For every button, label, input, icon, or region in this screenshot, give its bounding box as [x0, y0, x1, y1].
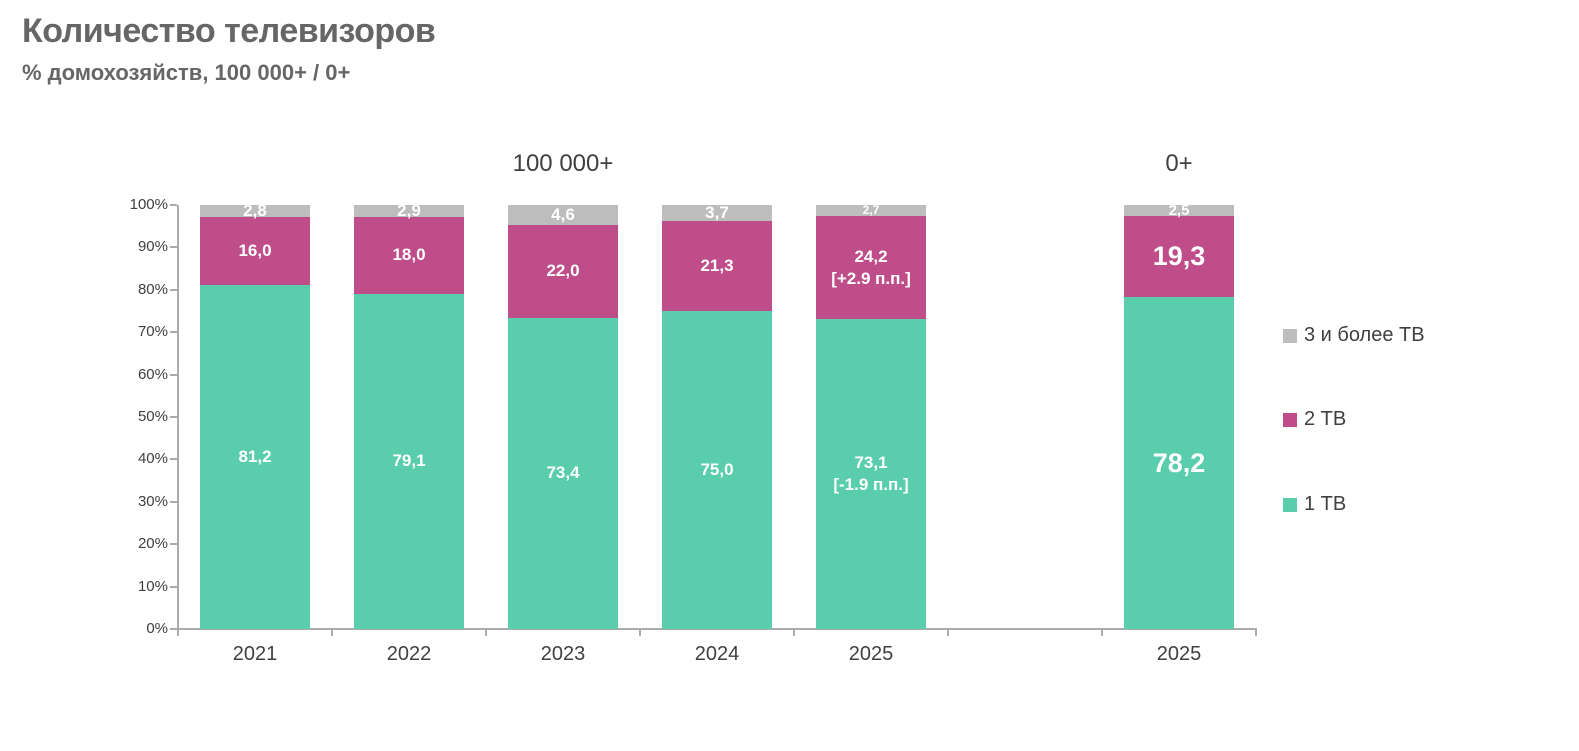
- y-axis-tick: [170, 331, 177, 334]
- bar-100000-2023-segment-1tv: [508, 317, 618, 629]
- legend-label: 2 ТВ: [1304, 408, 1347, 430]
- bar-0plus-2025-segment-2tv: [1124, 215, 1234, 298]
- x-axis-label-2025-0plus: 2025: [1156, 643, 1202, 665]
- x-axis-tick: [177, 629, 179, 636]
- bar-100000-2024-segment-3plus-tv: [662, 205, 772, 221]
- legend-item-2tv: 2 ТВ: [1283, 408, 1346, 431]
- x-axis-label-2021-100000: 2021: [232, 643, 278, 665]
- bar-0plus-2025-segment-3plus-tv: [1124, 205, 1234, 216]
- y-axis-tick: [170, 416, 177, 418]
- group-title-100000plus: 100 000+: [512, 150, 614, 177]
- bar-100000-2024-segment-2tv: [662, 220, 772, 311]
- x-axis-label-2022-100000: 2022: [386, 643, 432, 665]
- bar-100000-2025-segment-1tv: [816, 319, 926, 629]
- y-axis-label: 10%: [137, 577, 168, 595]
- legend-item-3plus-tv: 3 и более ТВ: [1283, 324, 1425, 347]
- chart-title: Количество телевизоров: [22, 12, 436, 50]
- y-axis-tick: [170, 373, 177, 376]
- y-axis-line: [177, 205, 179, 630]
- bar-100000-2023-segment-3plus-tv: [508, 205, 618, 225]
- y-axis-label: 50%: [137, 408, 168, 425]
- legend-item-1tv: 1 ТВ: [1283, 493, 1346, 516]
- legend-swatch: [1283, 497, 1297, 512]
- bar-100000-2025-segment-3plus-tv: [816, 205, 926, 217]
- y-axis-label: 20%: [137, 535, 168, 553]
- y-axis-tick: [170, 288, 177, 291]
- bar-0plus-2025-segment-1tv: [1124, 297, 1234, 629]
- y-axis-label: 60%: [137, 365, 168, 383]
- legend-swatch: [1283, 412, 1297, 427]
- bar-100000-2024-segment-1tv: [662, 311, 772, 629]
- x-axis-tick: [639, 629, 641, 636]
- y-axis-tick: [170, 543, 177, 546]
- x-axis-tick: [793, 629, 795, 636]
- bar-100000-2021-segment-3plus-tv: [200, 205, 310, 217]
- x-axis-label-2025-100000: 2025: [848, 643, 894, 665]
- y-axis-label: 40%: [137, 450, 168, 468]
- bar-100000-2021-segment-2tv: [200, 216, 310, 285]
- bar-100000-2022-segment-2tv: [354, 217, 464, 294]
- bar-100000-2022-segment-1tv: [354, 293, 464, 629]
- x-axis-tick: [1101, 629, 1103, 636]
- y-axis-tick: [170, 585, 177, 588]
- x-axis-tick: [947, 629, 949, 636]
- legend-label: 1 ТВ: [1304, 493, 1347, 515]
- group-title-0plus: 0+: [1165, 150, 1193, 177]
- y-axis-tick: [170, 204, 177, 206]
- chart-subtitle: % домохозяйств, 100 000+ / 0+: [22, 60, 351, 85]
- y-axis-label: 70%: [137, 323, 168, 341]
- x-axis-label-2023-100000: 2023: [540, 643, 586, 665]
- y-axis-label: 30%: [137, 492, 168, 510]
- bar-100000-2025-segment-2tv: [816, 216, 926, 320]
- x-axis-line: [177, 628, 1257, 630]
- bar-100000-2021-segment-1tv: [200, 284, 310, 629]
- legend-swatch: [1283, 328, 1297, 343]
- y-axis-label: 80%: [137, 280, 168, 298]
- y-axis-label: 90%: [137, 238, 168, 256]
- y-axis-tick: [170, 500, 177, 503]
- legend-label: 3 и более ТВ: [1304, 324, 1425, 346]
- x-axis-tick: [331, 629, 333, 636]
- bar-100000-2022-segment-3plus-tv: [354, 205, 464, 218]
- y-axis-tick: [170, 628, 177, 630]
- y-axis-tick: [170, 458, 177, 461]
- x-axis-label-2024-100000: 2024: [694, 643, 740, 665]
- y-axis-label: 0%: [146, 620, 168, 637]
- y-axis-label: 100%: [129, 196, 168, 213]
- x-axis-tick: [1255, 629, 1257, 636]
- bar-100000-2023-segment-2tv: [508, 224, 618, 318]
- y-axis-tick: [170, 246, 177, 249]
- x-axis-tick: [485, 629, 487, 636]
